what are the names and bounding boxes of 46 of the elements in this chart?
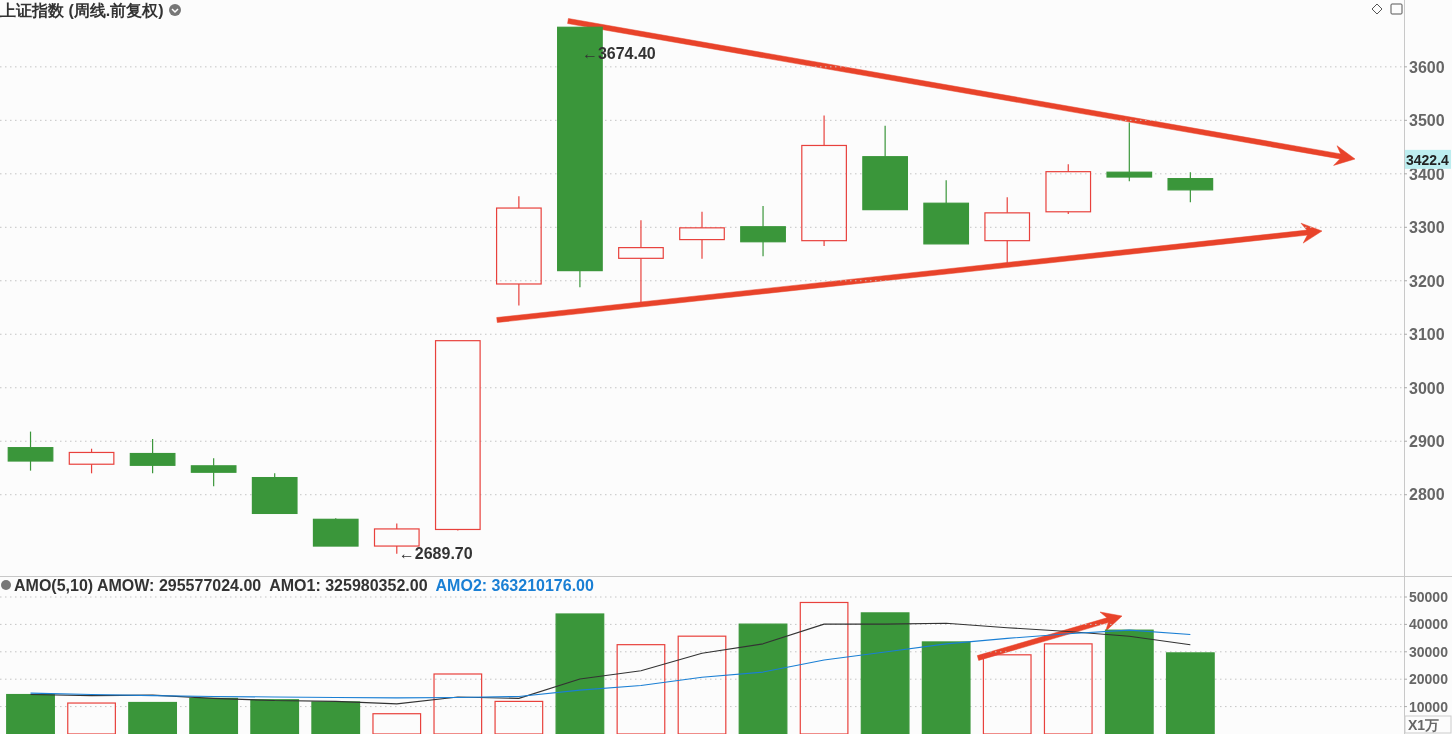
text: AMO2: 363210176.00 bbox=[435, 577, 594, 594]
candlestick bbox=[801, 114, 847, 247]
bar bbox=[67, 702, 116, 734]
y-tick-label: 3400 bbox=[1409, 165, 1445, 183]
chart-title: 上证指数 (周线.前复权) bbox=[0, 2, 164, 19]
bar bbox=[311, 701, 361, 734]
bar bbox=[128, 701, 178, 734]
candlestick bbox=[740, 205, 786, 257]
bar bbox=[372, 713, 422, 734]
bar bbox=[860, 612, 910, 734]
annotation: ←2689.70 bbox=[398, 544, 473, 562]
bar bbox=[189, 697, 239, 734]
y-tick-label: 3000 bbox=[1409, 379, 1445, 397]
bar bbox=[738, 623, 788, 734]
bar bbox=[921, 641, 971, 734]
bar bbox=[1165, 652, 1215, 734]
y-tick-label: 3100 bbox=[1409, 326, 1445, 344]
chart-title: AMO(5,10) AMOW: 295577024.00 bbox=[14, 577, 262, 594]
bar bbox=[6, 693, 55, 734]
y-tick-label: 3500 bbox=[1409, 112, 1445, 130]
text: AMO1: 325980352.00 bbox=[269, 577, 428, 594]
y-tick-label: 3200 bbox=[1409, 272, 1445, 290]
y-tick-label: 20000 bbox=[1409, 671, 1449, 688]
bar bbox=[677, 635, 727, 734]
y-tick-label: 2800 bbox=[1409, 486, 1445, 504]
bar bbox=[555, 613, 605, 734]
bar bbox=[799, 601, 849, 734]
candlestick bbox=[495, 195, 542, 306]
line-series bbox=[29, 622, 1191, 705]
candlestick bbox=[618, 219, 664, 305]
y-tick-label: 2900 bbox=[1409, 432, 1445, 450]
bar bbox=[433, 673, 483, 734]
y-tick-label: 3600 bbox=[1409, 58, 1445, 76]
bar bbox=[616, 644, 666, 734]
bar bbox=[494, 700, 544, 734]
y-tick-label: 3300 bbox=[1409, 219, 1445, 237]
bar bbox=[1104, 629, 1154, 734]
text: 3422.4 bbox=[1406, 151, 1450, 168]
y-tick-label: 40000 bbox=[1409, 616, 1449, 633]
bar bbox=[250, 699, 300, 734]
candlestick bbox=[679, 211, 725, 260]
y-tick-label: 50000 bbox=[1409, 589, 1449, 606]
line-series bbox=[29, 629, 1191, 699]
y-axis-title: X1万 bbox=[1408, 717, 1440, 733]
y-tick-label: 30000 bbox=[1409, 643, 1449, 660]
y-tick-label: 10000 bbox=[1409, 698, 1449, 715]
